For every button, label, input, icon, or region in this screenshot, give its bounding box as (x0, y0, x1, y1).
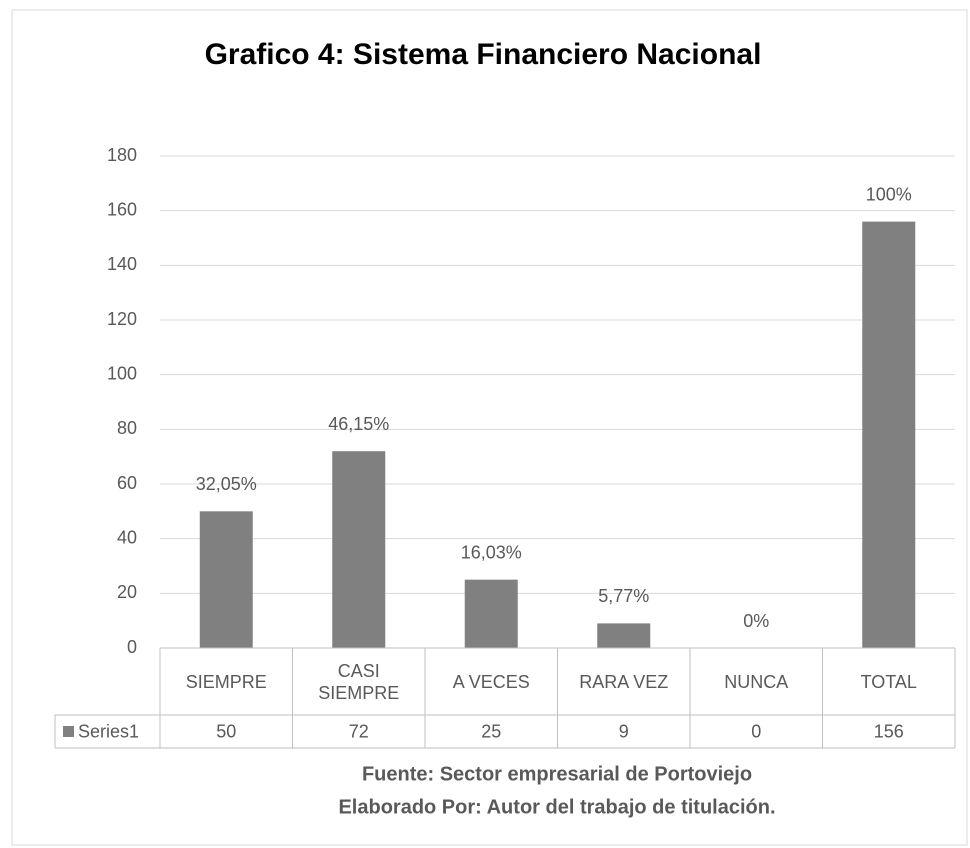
y-tick-label: 180 (107, 145, 137, 165)
x-tick-label: TOTAL (860, 671, 917, 692)
chart-title: Grafico 4: Sistema Financiero Nacional (205, 38, 762, 71)
x-tick-label: NUNCA (724, 671, 789, 692)
table-value: 50 (216, 721, 236, 741)
x-tick-label: RARA VEZ (579, 671, 669, 692)
y-tick-label: 80 (117, 418, 137, 438)
table-value: 25 (481, 721, 501, 741)
data-label: 5,77% (598, 586, 649, 606)
bar (862, 221, 916, 648)
legend-key (63, 726, 74, 737)
bar (597, 623, 651, 648)
table-value: 156 (874, 721, 904, 741)
y-tick-label: 100 (107, 363, 137, 383)
y-tick-label: 160 (107, 199, 137, 219)
y-tick-label: 120 (107, 309, 137, 329)
bar (332, 451, 386, 648)
bar (464, 579, 518, 648)
y-tick-label: 40 (117, 527, 137, 547)
author-note: Elaborado Por: Autor del trabajo de titu… (338, 796, 775, 818)
x-tick-label: A VECES (452, 671, 530, 692)
y-tick-label: 60 (117, 473, 137, 493)
y-tick-label: 0 (127, 637, 137, 657)
data-label: 100% (866, 184, 912, 204)
legend-label: Series1 (78, 721, 139, 741)
y-tick-label: 140 (107, 254, 137, 274)
chart-border (11, 9, 968, 846)
data-label: 32,05% (196, 474, 257, 494)
x-tick-label: SIEMPRE (185, 671, 267, 692)
source-note: Fuente: Sector empresarial de Portoviejo (362, 763, 752, 785)
y-tick-label: 20 (117, 582, 137, 602)
data-label: 16,03% (461, 542, 522, 562)
bar (199, 511, 253, 648)
x-tick-label: CASI SIEMPRE (318, 660, 400, 703)
data-label: 0% (743, 611, 769, 631)
data-label: 46,15% (328, 414, 389, 434)
table-value: 72 (349, 721, 369, 741)
table-value: 9 (619, 721, 629, 741)
table-value: 0 (751, 721, 761, 741)
